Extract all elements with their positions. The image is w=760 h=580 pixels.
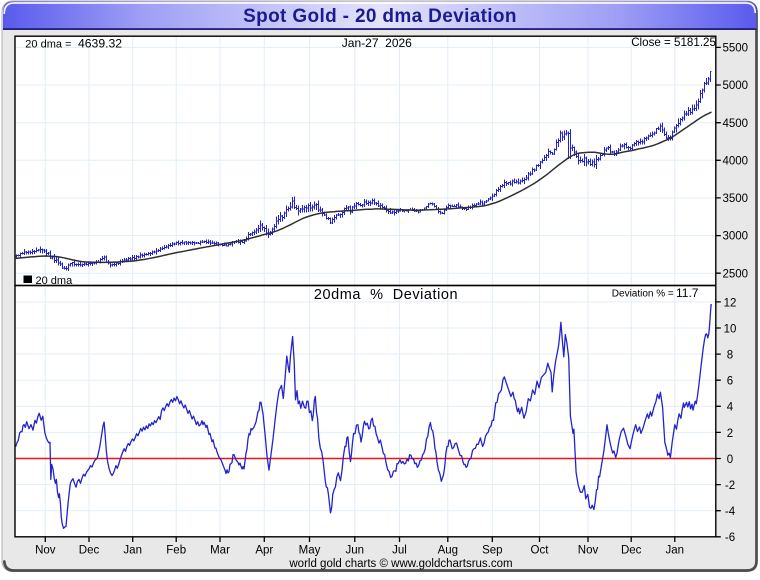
svg-text:8: 8 xyxy=(727,350,733,362)
svg-text:5000: 5000 xyxy=(723,80,749,92)
svg-text:20 dma =: 20 dma = xyxy=(25,39,71,51)
svg-text:Aug: Aug xyxy=(438,545,458,557)
svg-text:4000: 4000 xyxy=(723,155,749,167)
svg-text:4500: 4500 xyxy=(723,118,749,130)
svg-text:3500: 3500 xyxy=(723,193,749,205)
svg-text:Apr: Apr xyxy=(255,545,273,557)
svg-text:10: 10 xyxy=(724,323,737,335)
svg-text:20 dma: 20 dma xyxy=(36,275,74,287)
svg-text:-4: -4 xyxy=(725,506,736,518)
svg-text:-6: -6 xyxy=(725,532,735,544)
svg-text:2: 2 xyxy=(727,428,733,440)
svg-text:5500: 5500 xyxy=(723,43,749,55)
svg-text:11.7: 11.7 xyxy=(676,286,699,300)
svg-text:12: 12 xyxy=(724,297,737,309)
svg-text:Oct: Oct xyxy=(531,545,550,557)
svg-text:Jul: Jul xyxy=(392,545,407,557)
svg-text:Jan: Jan xyxy=(666,545,685,557)
svg-text:Jan: Jan xyxy=(123,545,142,557)
svg-text:20dma % Deviation: 20dma % Deviation xyxy=(314,287,458,303)
svg-text:Sep: Sep xyxy=(482,545,502,557)
svg-text:Nov: Nov xyxy=(35,545,56,557)
svg-text:Dec: Dec xyxy=(79,545,100,557)
svg-text:4: 4 xyxy=(727,402,734,414)
svg-text:May: May xyxy=(299,545,321,557)
svg-text:Dec: Dec xyxy=(621,545,642,557)
svg-text:6: 6 xyxy=(727,376,733,388)
svg-text:-2: -2 xyxy=(725,480,735,492)
svg-text:Spot Gold - 20 dma Deviation: Spot Gold - 20 dma Deviation xyxy=(243,6,517,27)
svg-text:3000: 3000 xyxy=(723,231,749,243)
svg-text:Mar: Mar xyxy=(210,545,230,557)
svg-text:Deviation % =: Deviation % = xyxy=(612,289,674,300)
svg-text:world gold charts © www.goldch: world gold charts © www.goldchartsrus.co… xyxy=(288,558,512,570)
svg-text:Jun: Jun xyxy=(346,545,365,557)
svg-text:4639.32: 4639.32 xyxy=(78,37,122,51)
svg-text:0: 0 xyxy=(727,454,733,466)
svg-text:Jan-27 2026: Jan-27 2026 xyxy=(342,36,412,50)
svg-text:Close = 5181.25: Close = 5181.25 xyxy=(631,36,716,49)
svg-text:2500: 2500 xyxy=(723,268,749,280)
svg-text:Feb: Feb xyxy=(166,545,186,557)
svg-text:Nov: Nov xyxy=(578,545,599,557)
